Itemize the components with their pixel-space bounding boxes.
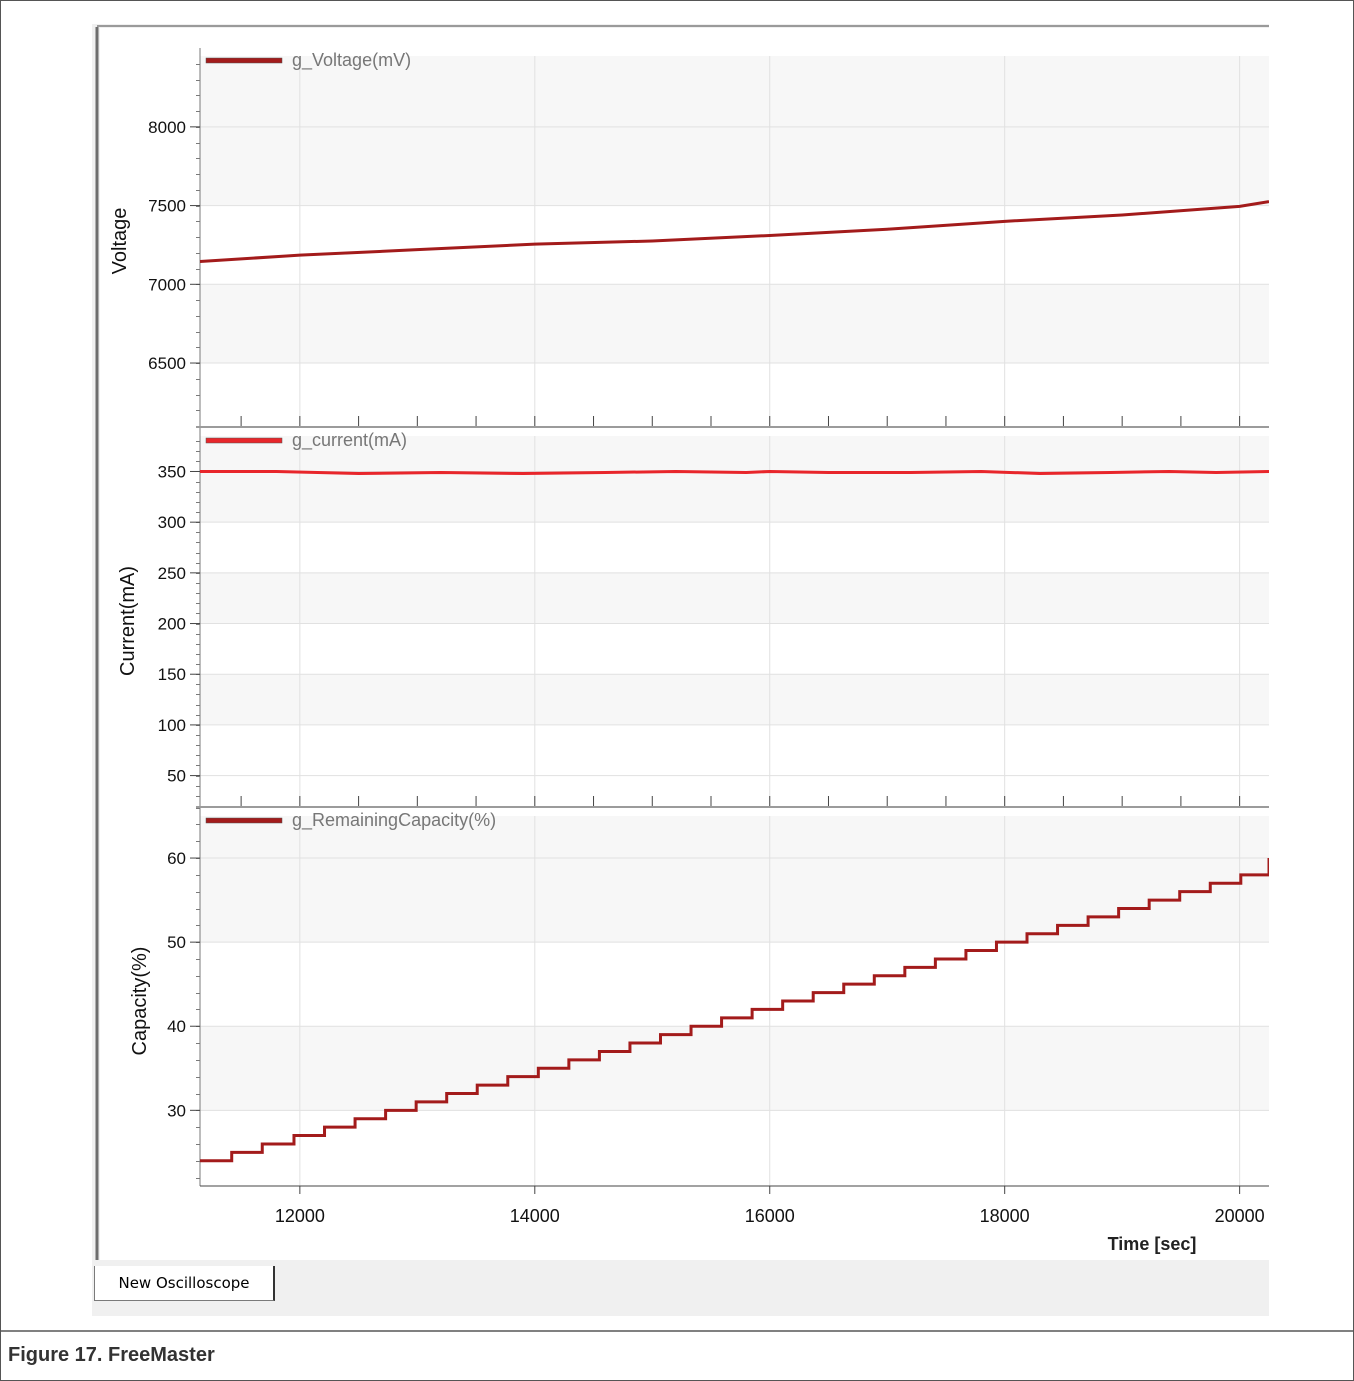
- figure-caption: Figure 17. FreeMaster: [8, 1344, 215, 1366]
- x-tick-label: 20000: [1215, 1206, 1265, 1226]
- legend-swatch: [205, 57, 283, 64]
- oscilloscope-plot: 6500 7000 7500 8000 Voltage g_Voltage(mV) 50 10…: [92, 24, 1269, 1316]
- grid-band: [200, 858, 1269, 943]
- tab-bar: New Oscilloscope: [92, 1266, 1269, 1316]
- x-tick-label: 18000: [980, 1206, 1030, 1226]
- x-tick-label: 16000: [745, 1206, 795, 1226]
- y-tick-label: 7000: [148, 275, 186, 294]
- y-tick-label: 50: [167, 767, 186, 786]
- legend-swatch: [205, 817, 283, 824]
- x-axis-title: Time [sec]: [1108, 1234, 1197, 1254]
- series-line: [199, 200, 1269, 263]
- y-axis-title: Voltage: [109, 208, 131, 275]
- y-tick-label: 150: [158, 665, 186, 684]
- tab-new-oscilloscope[interactable]: New Oscilloscope: [94, 1266, 275, 1301]
- x-tick-label: 14000: [510, 1206, 560, 1226]
- grid-band: [200, 1026, 1269, 1111]
- y-tick-label: 7500: [148, 197, 186, 216]
- grid-band: [200, 471, 1269, 523]
- grid-band: [200, 126, 1269, 206]
- y-axis-title: Current(mA): [117, 566, 139, 676]
- grid-band: [200, 674, 1269, 725]
- y-tick-label: 6500: [148, 354, 186, 373]
- y-tick-label: 40: [167, 1017, 186, 1036]
- grid-band: [200, 284, 1269, 364]
- panel-2: 50 100 150 200 250 300 350 Current(mA) g_current…: [117, 428, 1269, 808]
- y-tick-label: 250: [158, 564, 186, 583]
- series-line: [200, 858, 1269, 1163]
- legend-swatch: [205, 437, 283, 444]
- y-tick-label: 50: [167, 933, 186, 952]
- y-tick-label: 8000: [148, 118, 186, 137]
- y-tick-label: 350: [158, 462, 186, 481]
- series-line: [200, 469, 1269, 476]
- panel-3: 30 40 50 60 Capacity(%) g_RemainingCapacity(%…: [129, 808, 1269, 1186]
- y-axis-title: Capacity(%): [129, 947, 151, 1056]
- grid-band: [200, 816, 1269, 859]
- y-tick-label: 30: [167, 1101, 186, 1120]
- y-tick-label: 60: [167, 849, 186, 868]
- x-tick-label: 12000: [275, 1206, 325, 1226]
- legend-label: g_Voltage(mV): [292, 50, 411, 71]
- legend-label: g_RemainingCapacity(%): [292, 810, 496, 831]
- caption-divider: [1, 1330, 1353, 1332]
- grid-band: [200, 436, 1269, 472]
- grid-band: [200, 572, 1269, 624]
- grid-band: [200, 56, 1269, 127]
- y-tick-label: 200: [158, 615, 186, 634]
- panel-1: 6500 7000 7500 8000 Voltage g_Voltage(mV): [109, 48, 1269, 428]
- y-tick-label: 300: [158, 513, 186, 532]
- oscilloscope-window: 6500 7000 7500 8000 Voltage g_Voltage(mV) 50 10…: [92, 24, 1269, 1316]
- legend-label: g_current(mA): [292, 430, 407, 451]
- y-tick-label: 100: [158, 716, 186, 735]
